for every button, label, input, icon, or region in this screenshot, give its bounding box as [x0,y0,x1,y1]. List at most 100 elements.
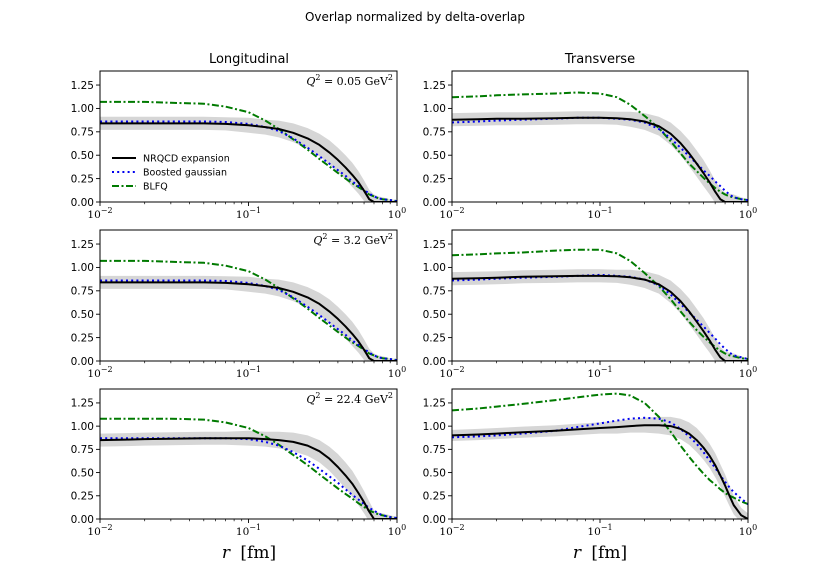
nrqcd-uncertainty-band [452,111,748,202]
y-tick-label: 0.25 [71,173,94,185]
y-tick-label: 0.25 [423,491,446,503]
x-tick-label: 10−1 [587,523,612,538]
y-tick-label: 0.75 [423,444,446,456]
x-tick-exponent: −2 [101,523,113,532]
y-tick-label: 1.25 [71,239,94,251]
y-tick-label: 0.25 [71,332,94,344]
x-tick-base: 10 [388,209,401,221]
x-tick-exponent: −1 [601,523,613,532]
series-line-boosted [452,416,748,505]
q2-exponent: 2 [315,391,320,400]
x-tick-base: 10 [439,368,452,380]
y-tick-label: 1.00 [423,262,446,274]
q2-unit-exponent: 2 [388,391,393,400]
x-axis-label-unit: [fm] [240,543,276,563]
series-line-blfq [452,248,748,361]
q2-exponent: 2 [315,73,320,82]
series-line-nrqcd [100,281,397,361]
series-line-nrqcd [452,424,748,519]
x-tick-base: 10 [587,526,600,538]
x-tick-label: 10−1 [236,523,261,538]
nrqcd-uncertainty-band [100,275,397,361]
x-tick-label: 100 [739,365,757,380]
x-axis-label-transverse: r [fm] [573,543,627,563]
y-tick-label: 1.25 [423,239,446,251]
x-tick-exponent: −1 [601,206,613,215]
q2-unit-exponent: 2 [388,73,393,82]
x-tick-label: 100 [388,206,406,221]
x-tick-exponent: −2 [453,523,465,532]
y-tick-label: 0.50 [423,150,446,162]
x-tick-base: 10 [87,526,100,538]
x-tick-label: 10−2 [439,365,464,380]
x-tick-label: 10−2 [87,523,112,538]
q2-unit-exponent: 2 [388,232,393,241]
y-tick-label: 0.75 [71,444,94,456]
x-axis-label-var: r [573,543,582,563]
x-tick-base: 10 [439,526,452,538]
x-tick-exponent: 0 [752,365,757,374]
x-tick-label: 10−1 [587,206,612,221]
x-tick-label: 10−1 [236,206,261,221]
x-tick-base: 10 [587,368,600,380]
q2-equals: = 22.4 [320,393,364,406]
y-tick-label: 1.25 [71,398,94,410]
x-tick-exponent: −2 [453,206,465,215]
q2-equals: = 0.05 [320,75,364,88]
x-tick-base: 10 [87,209,100,221]
y-tick-label: 0.75 [71,127,94,139]
x-tick-label: 100 [739,523,757,538]
series-line-blfq [100,259,397,361]
series-line-blfq [100,417,397,519]
y-tick-label: 0.50 [423,467,446,479]
legend: NRQCD expansion Boosted gaussian BLFQ [112,154,230,193]
y-tick-label: 0.75 [71,286,94,298]
x-tick-base: 10 [236,209,249,221]
column-title-longitudinal: Longitudinal [209,52,289,67]
x-tick-label: 10−1 [587,365,612,380]
x-tick-exponent: −2 [453,365,465,374]
y-tick-label: 0.25 [423,332,446,344]
y-tick-label: 0.50 [71,309,94,321]
series-line-boosted [100,279,397,361]
column-title-transverse: Transverse [564,52,635,67]
x-tick-base: 10 [439,209,452,221]
y-tick-label: 0.50 [71,467,94,479]
series-line-nrqcd [100,122,397,202]
series-line-nrqcd [452,116,748,202]
x-tick-label: 10−2 [87,365,112,380]
x-tick-label: 100 [388,365,406,380]
nrqcd-uncertainty-band [452,269,748,361]
x-tick-exponent: −1 [249,206,261,215]
legend-label: NRQCD expansion [143,154,230,165]
x-tick-label: 10−2 [87,206,112,221]
y-tick-label: 1.00 [71,421,94,433]
x-tick-label: 10−1 [236,365,261,380]
y-tick-label: 0.25 [71,491,94,503]
x-tick-exponent: 0 [752,523,757,532]
x-axis-label-longitudinal: r [fm] [222,543,276,563]
x-tick-base: 10 [739,368,752,380]
x-tick-label: 10−2 [439,523,464,538]
x-axis-label-unit: [fm] [591,543,627,563]
x-axis-label-var: r [222,543,231,563]
series-line-blfq [452,91,748,202]
x-tick-base: 10 [388,368,401,380]
figure-title: Overlap normalized by delta-overlap [305,10,525,24]
series-line-blfq [452,392,748,506]
y-tick-label: 0.75 [423,286,446,298]
y-tick-label: 1.00 [423,421,446,433]
x-tick-label: 100 [739,206,757,221]
q2-unit: GeV [365,393,389,406]
q2-symbol: Q [306,75,315,88]
x-tick-base: 10 [739,526,752,538]
y-tick-label: 0.50 [423,309,446,321]
y-tick-label: 1.25 [423,80,446,92]
x-tick-exponent: −1 [249,523,261,532]
x-tick-exponent: 0 [401,206,406,215]
legend-label: Boosted gaussian [143,168,227,179]
q2-exponent: 2 [322,232,327,241]
legend-label: BLFQ [143,182,168,193]
